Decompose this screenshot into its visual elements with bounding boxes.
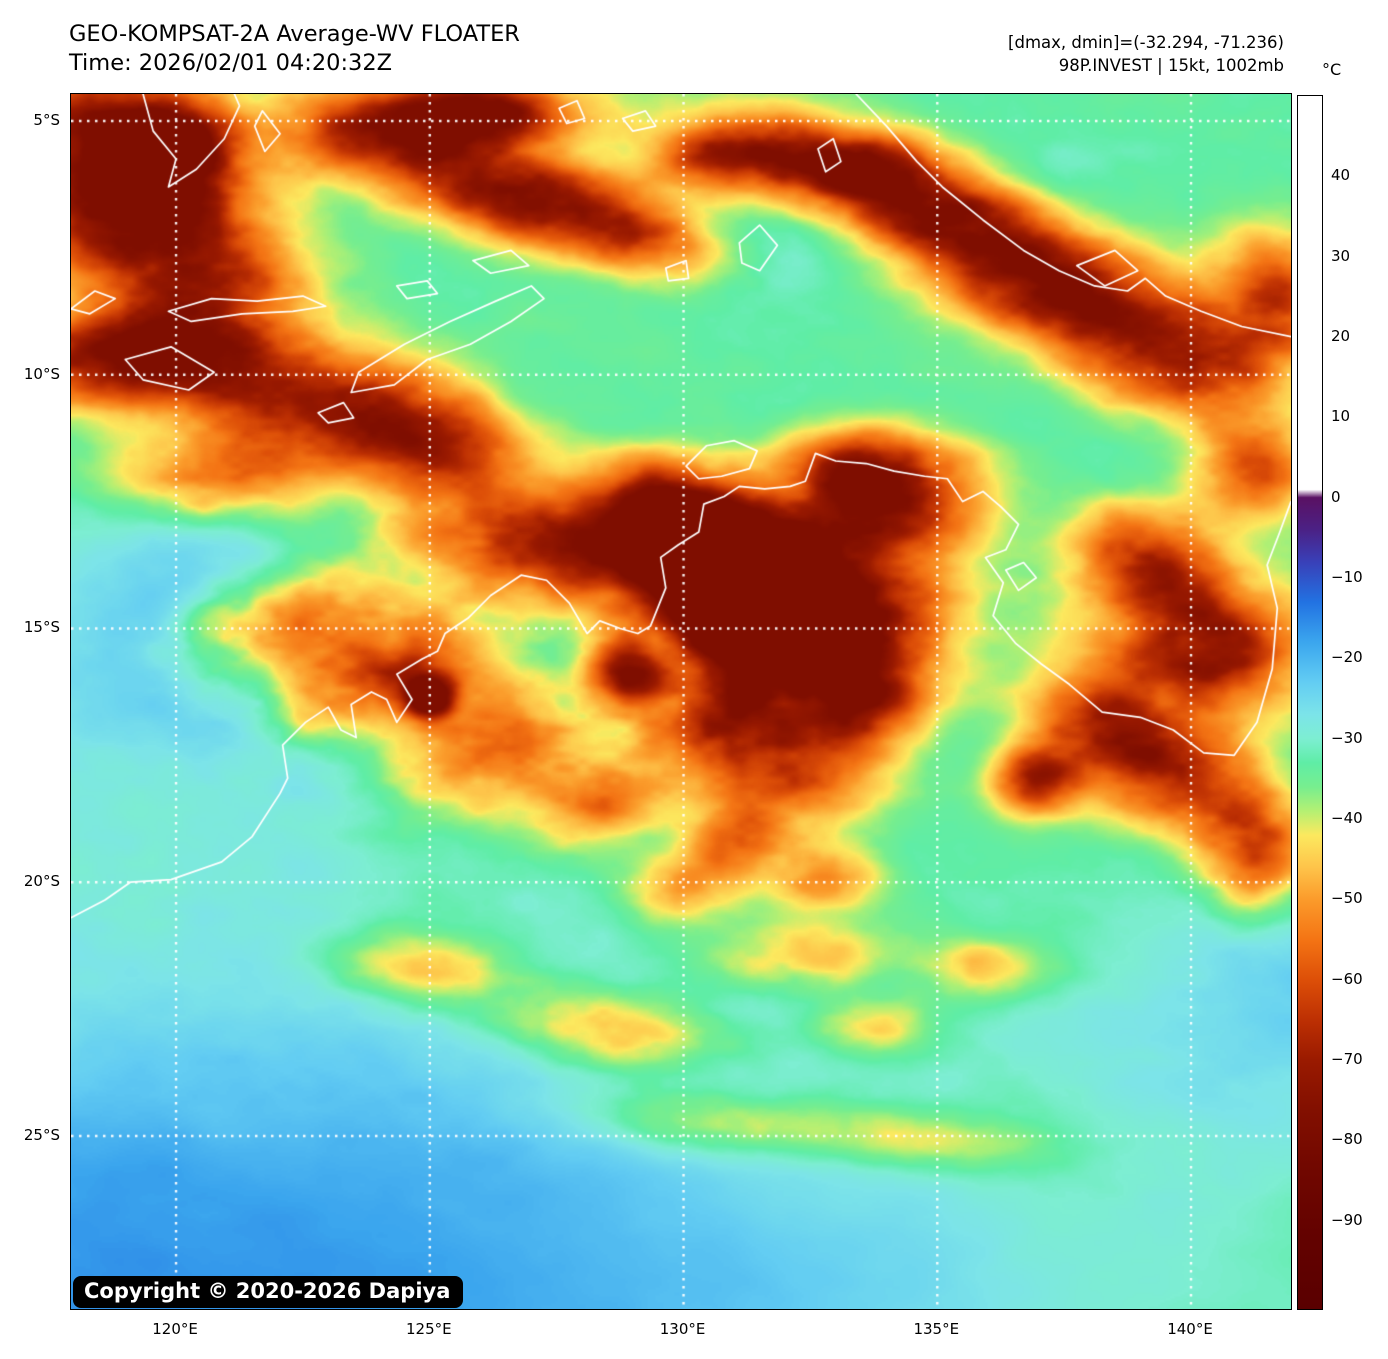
colorbar-tick-−80: −80 bbox=[1331, 1130, 1363, 1149]
y-axis-tick-10°S: 10°S bbox=[23, 364, 60, 383]
colorbar-tick-40: 40 bbox=[1331, 166, 1351, 185]
colorbar-tick-−50: −50 bbox=[1331, 889, 1363, 908]
x-axis-tick-135°E: 135°E bbox=[913, 1320, 960, 1338]
colorbar-tick-20: 20 bbox=[1331, 326, 1351, 345]
colorbar-tick-−70: −70 bbox=[1331, 1049, 1363, 1068]
map-frame: Copyright © 2020-2026 Dapiya bbox=[70, 93, 1292, 1310]
x-axis-tick-120°E: 120°E bbox=[152, 1320, 198, 1338]
storm-info-label: 98P.INVEST | 15kt, 1002mb bbox=[1058, 56, 1284, 75]
x-axis-tick-140°E: 140°E bbox=[1167, 1320, 1213, 1338]
colorbar-tick-−60: −60 bbox=[1331, 969, 1363, 988]
colorbar-tick-−90: −90 bbox=[1331, 1210, 1363, 1229]
y-axis-tick-5°S: 5°S bbox=[33, 110, 60, 129]
y-axis-tick-25°S: 25°S bbox=[23, 1125, 60, 1144]
colorbar-tick-−10: −10 bbox=[1331, 567, 1363, 586]
colorbar-tick-30: 30 bbox=[1331, 246, 1351, 265]
colorbar-tick-−20: −20 bbox=[1331, 648, 1363, 667]
page-title: GEO-KOMPSAT-2A Average-WV FLOATER bbox=[69, 21, 520, 47]
y-axis-tick-20°S: 20°S bbox=[23, 872, 60, 891]
x-axis-tick-130°E: 130°E bbox=[659, 1320, 706, 1338]
colorbar-tick-0: 0 bbox=[1331, 487, 1341, 506]
copyright-badge: Copyright © 2020-2026 Dapiya bbox=[73, 1276, 464, 1308]
colorbar-tick-−40: −40 bbox=[1331, 808, 1363, 827]
colorbar-unit-label: °C bbox=[1322, 60, 1342, 79]
dmax-dmin-label: [dmax, dmin]=(-32.294, -71.236) bbox=[1008, 33, 1284, 52]
colorbar bbox=[1297, 95, 1323, 1310]
x-axis-tick-125°E: 125°E bbox=[405, 1320, 452, 1338]
colorbar-tick-10: 10 bbox=[1331, 407, 1351, 426]
colorbar-tick-−30: −30 bbox=[1331, 728, 1363, 747]
time-label: Time: 2026/02/01 04:20:32Z bbox=[69, 50, 393, 76]
y-axis-tick-15°S: 15°S bbox=[23, 618, 60, 637]
map-overlay-gridlines-coastlines bbox=[71, 94, 1291, 1309]
